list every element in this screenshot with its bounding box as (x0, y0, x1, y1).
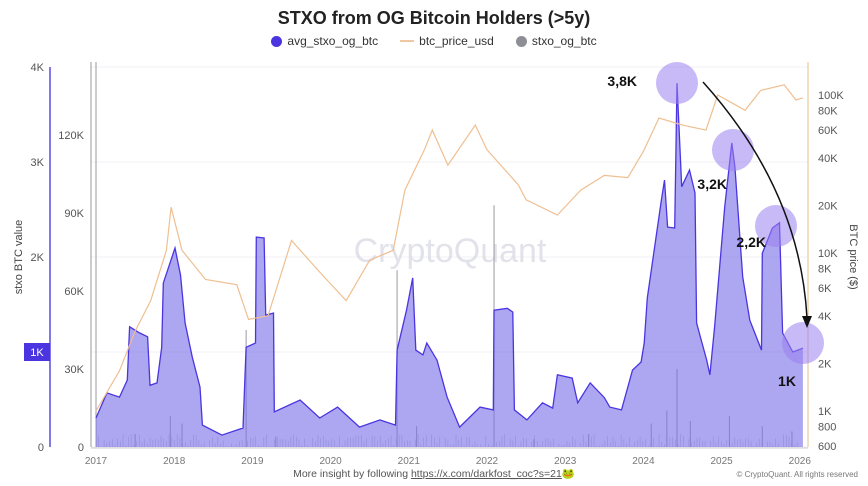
x-tick: 2019 (241, 456, 264, 467)
frog-icon: 🐸 (561, 468, 575, 480)
btc-price-line (95, 84, 804, 412)
watermark: CryptoQuant (354, 232, 547, 270)
y-left2-tick: 60K (64, 286, 84, 298)
highlight-circle (782, 322, 824, 364)
y-right-tick: 8K (818, 263, 832, 275)
y-left2-tick: 30K (64, 364, 84, 376)
x-tick: 2023 (554, 456, 577, 467)
y-left-tick: 2K (31, 252, 45, 264)
annotation-label: 3,8K (607, 73, 637, 89)
y-left2-tick: 120K (58, 130, 84, 142)
highlight-circle (712, 129, 754, 171)
legend-label: stxo_og_btc (531, 34, 597, 48)
footer-link[interactable]: https://x.com/darkfost_coc?s=21 (410, 468, 562, 480)
legend-dot-icon (515, 35, 527, 47)
chart-title: STXO from OG Bitcoin Holders (>5y) (277, 8, 591, 28)
footer-text: More insight by following (293, 468, 411, 480)
x-tick: 2020 (319, 456, 342, 467)
avg-stxo-line (95, 83, 804, 436)
y-left2-tick: 0 (78, 442, 84, 454)
x-tick: 2026 (789, 456, 812, 467)
annotation-label: 2,2K (736, 234, 766, 250)
y-right-tick: 80K (818, 105, 838, 117)
y-right-tick: 600 (818, 441, 836, 453)
highlight-circle (656, 62, 698, 104)
tick-highlight (24, 343, 50, 361)
y-right-tick: 4K (818, 311, 832, 323)
legend-item-avg[interactable]: avg_stxo_og_btc (271, 34, 378, 48)
y-left-label: stxo BTC value (13, 220, 25, 295)
y-right-tick: 20K (818, 200, 838, 212)
x-tick: 2021 (398, 456, 421, 467)
y-right-tick: 6K (818, 283, 832, 295)
y-left-tick: 3K (31, 157, 45, 169)
x-tick: 2022 (476, 456, 499, 467)
decline-arrow (702, 81, 808, 319)
copyright: © CryptoQuant. All rights reserved (736, 470, 859, 479)
y-left-tick: 1K (30, 347, 44, 359)
y-right-tick: 1K (818, 406, 832, 418)
y-left-tick: 4K (31, 62, 45, 74)
legend-item-price[interactable]: btc_price_usd (400, 34, 494, 48)
avg-stxo-area (96, 83, 803, 447)
y-right-tick: 60K (818, 125, 838, 137)
legend-label: avg_stxo_og_btc (287, 34, 379, 48)
arrowhead-icon (802, 316, 812, 328)
y-right-tick: 40K (818, 153, 838, 165)
legend: avg_stxo_og_btc btc_price_usd stxo_og_bt… (0, 34, 868, 48)
legend-dot-icon (271, 35, 283, 47)
x-tick: 2024 (632, 456, 655, 467)
y-left2-tick: 90K (64, 208, 84, 220)
legend-label: btc_price_usd (419, 34, 494, 48)
annotation-label: 1K (778, 373, 796, 389)
y-right-tick: 100K (818, 90, 844, 102)
y-right-tick: 2K (818, 358, 832, 370)
x-tick: 2025 (710, 456, 733, 467)
legend-item-stxo[interactable]: stxo_og_btc (515, 34, 597, 48)
x-tick: 2018 (163, 456, 186, 467)
x-tick: 2017 (85, 456, 108, 467)
annotation-label: 3,2K (697, 176, 727, 192)
y-right-tick: 10K (818, 248, 838, 260)
y-right-label: BTC price ($) (847, 224, 859, 289)
y-right-tick: 800 (818, 421, 836, 433)
legend-line-icon (400, 40, 415, 42)
footer: More insight by following https://x.com/… (0, 467, 868, 480)
y-left-tick: 0 (38, 442, 44, 454)
